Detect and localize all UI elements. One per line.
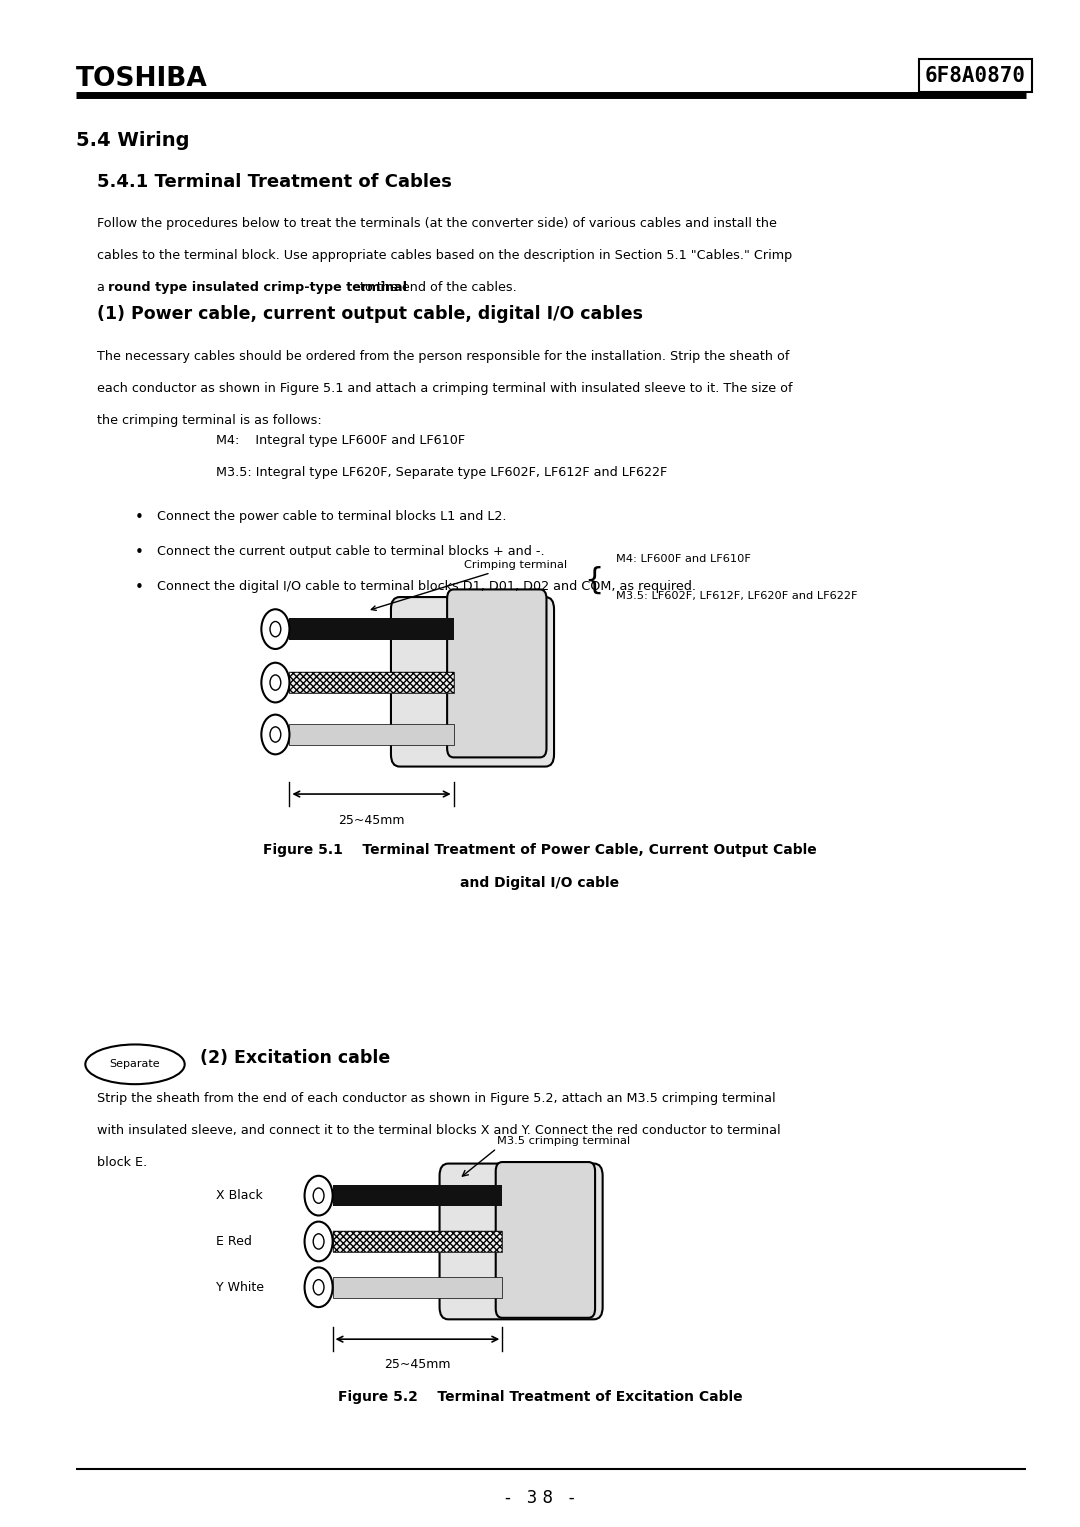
Text: Figure 5.1    Terminal Treatment of Power Cable, Current Output Cable: Figure 5.1 Terminal Treatment of Power C… <box>264 843 816 857</box>
Text: •: • <box>135 545 144 560</box>
Text: Connect the power cable to terminal blocks L1 and L2.: Connect the power cable to terminal bloc… <box>157 510 507 524</box>
Text: round type insulated crimp-type terminal: round type insulated crimp-type terminal <box>108 281 407 295</box>
FancyBboxPatch shape <box>496 1162 595 1318</box>
Circle shape <box>270 675 281 690</box>
Text: TOSHIBA: TOSHIBA <box>76 66 207 92</box>
FancyBboxPatch shape <box>289 724 454 745</box>
Text: M3.5 crimping terminal: M3.5 crimping terminal <box>497 1136 630 1145</box>
Circle shape <box>270 621 281 637</box>
FancyBboxPatch shape <box>447 589 546 757</box>
FancyBboxPatch shape <box>333 1231 502 1252</box>
FancyBboxPatch shape <box>333 1277 502 1298</box>
Text: M3.5: LF602F, LF612F, LF620F and LF622F: M3.5: LF602F, LF612F, LF620F and LF622F <box>616 591 858 600</box>
FancyBboxPatch shape <box>391 597 554 767</box>
Circle shape <box>270 727 281 742</box>
Text: (1) Power cable, current output cable, digital I/O cables: (1) Power cable, current output cable, d… <box>97 305 644 324</box>
Text: 5.4.1 Terminal Treatment of Cables: 5.4.1 Terminal Treatment of Cables <box>97 173 453 191</box>
Text: Connect the current output cable to terminal blocks + and -.: Connect the current output cable to term… <box>157 545 544 559</box>
FancyBboxPatch shape <box>440 1164 603 1319</box>
Text: M4:    Integral type LF600F and LF610F: M4: Integral type LF600F and LF610F <box>216 434 465 447</box>
Circle shape <box>313 1234 324 1249</box>
Text: to the end of the cables.: to the end of the cables. <box>356 281 517 295</box>
Text: the crimping terminal is as follows:: the crimping terminal is as follows: <box>97 414 322 428</box>
Text: Strip the sheath from the end of each conductor as shown in Figure 5.2, attach a: Strip the sheath from the end of each co… <box>97 1092 775 1106</box>
Text: {: { <box>584 567 604 594</box>
Text: -   3 8   -: - 3 8 - <box>505 1489 575 1507</box>
Circle shape <box>305 1267 333 1307</box>
Text: Figure 5.2    Terminal Treatment of Excitation Cable: Figure 5.2 Terminal Treatment of Excitat… <box>338 1390 742 1403</box>
Text: M4: LF600F and LF610F: M4: LF600F and LF610F <box>616 554 751 563</box>
Text: Follow the procedures below to treat the terminals (at the converter side) of va: Follow the procedures below to treat the… <box>97 217 778 231</box>
Text: (2) Excitation cable: (2) Excitation cable <box>200 1049 390 1067</box>
Circle shape <box>313 1188 324 1203</box>
Text: Connect the digital I/O cable to terminal blocks D1, D01, D02 and COM, as requir: Connect the digital I/O cable to termina… <box>157 580 696 594</box>
Text: E Red: E Red <box>216 1235 252 1248</box>
Text: block E.: block E. <box>97 1156 147 1170</box>
Text: 25~45mm: 25~45mm <box>384 1358 450 1371</box>
Circle shape <box>261 715 289 754</box>
Circle shape <box>261 609 289 649</box>
Text: X Black: X Black <box>216 1190 262 1202</box>
Circle shape <box>305 1176 333 1215</box>
Text: cables to the terminal block. Use appropriate cables based on the description in: cables to the terminal block. Use approp… <box>97 249 793 263</box>
Text: Crimping terminal: Crimping terminal <box>372 560 567 611</box>
Text: Y White: Y White <box>216 1281 264 1293</box>
FancyBboxPatch shape <box>289 618 454 640</box>
Ellipse shape <box>85 1044 185 1084</box>
FancyBboxPatch shape <box>333 1185 502 1206</box>
Text: 6F8A0870: 6F8A0870 <box>924 66 1026 86</box>
Circle shape <box>313 1280 324 1295</box>
Text: Separate: Separate <box>110 1060 160 1069</box>
Text: and Digital I/O cable: and Digital I/O cable <box>460 876 620 890</box>
Text: a: a <box>97 281 109 295</box>
Circle shape <box>261 663 289 702</box>
Text: M3.5: Integral type LF620F, Separate type LF602F, LF612F and LF622F: M3.5: Integral type LF620F, Separate typ… <box>216 466 667 479</box>
Circle shape <box>305 1222 333 1261</box>
Text: •: • <box>135 580 144 596</box>
FancyBboxPatch shape <box>289 672 454 693</box>
Text: The necessary cables should be ordered from the person responsible for the insta: The necessary cables should be ordered f… <box>97 350 789 363</box>
Text: 25~45mm: 25~45mm <box>338 814 405 828</box>
Text: 5.4 Wiring: 5.4 Wiring <box>76 131 189 150</box>
Text: each conductor as shown in Figure 5.1 and attach a crimping terminal with insula: each conductor as shown in Figure 5.1 an… <box>97 382 793 395</box>
Text: •: • <box>135 510 144 525</box>
Text: with insulated sleeve, and connect it to the terminal blocks X and Y. Connect th: with insulated sleeve, and connect it to… <box>97 1124 781 1138</box>
